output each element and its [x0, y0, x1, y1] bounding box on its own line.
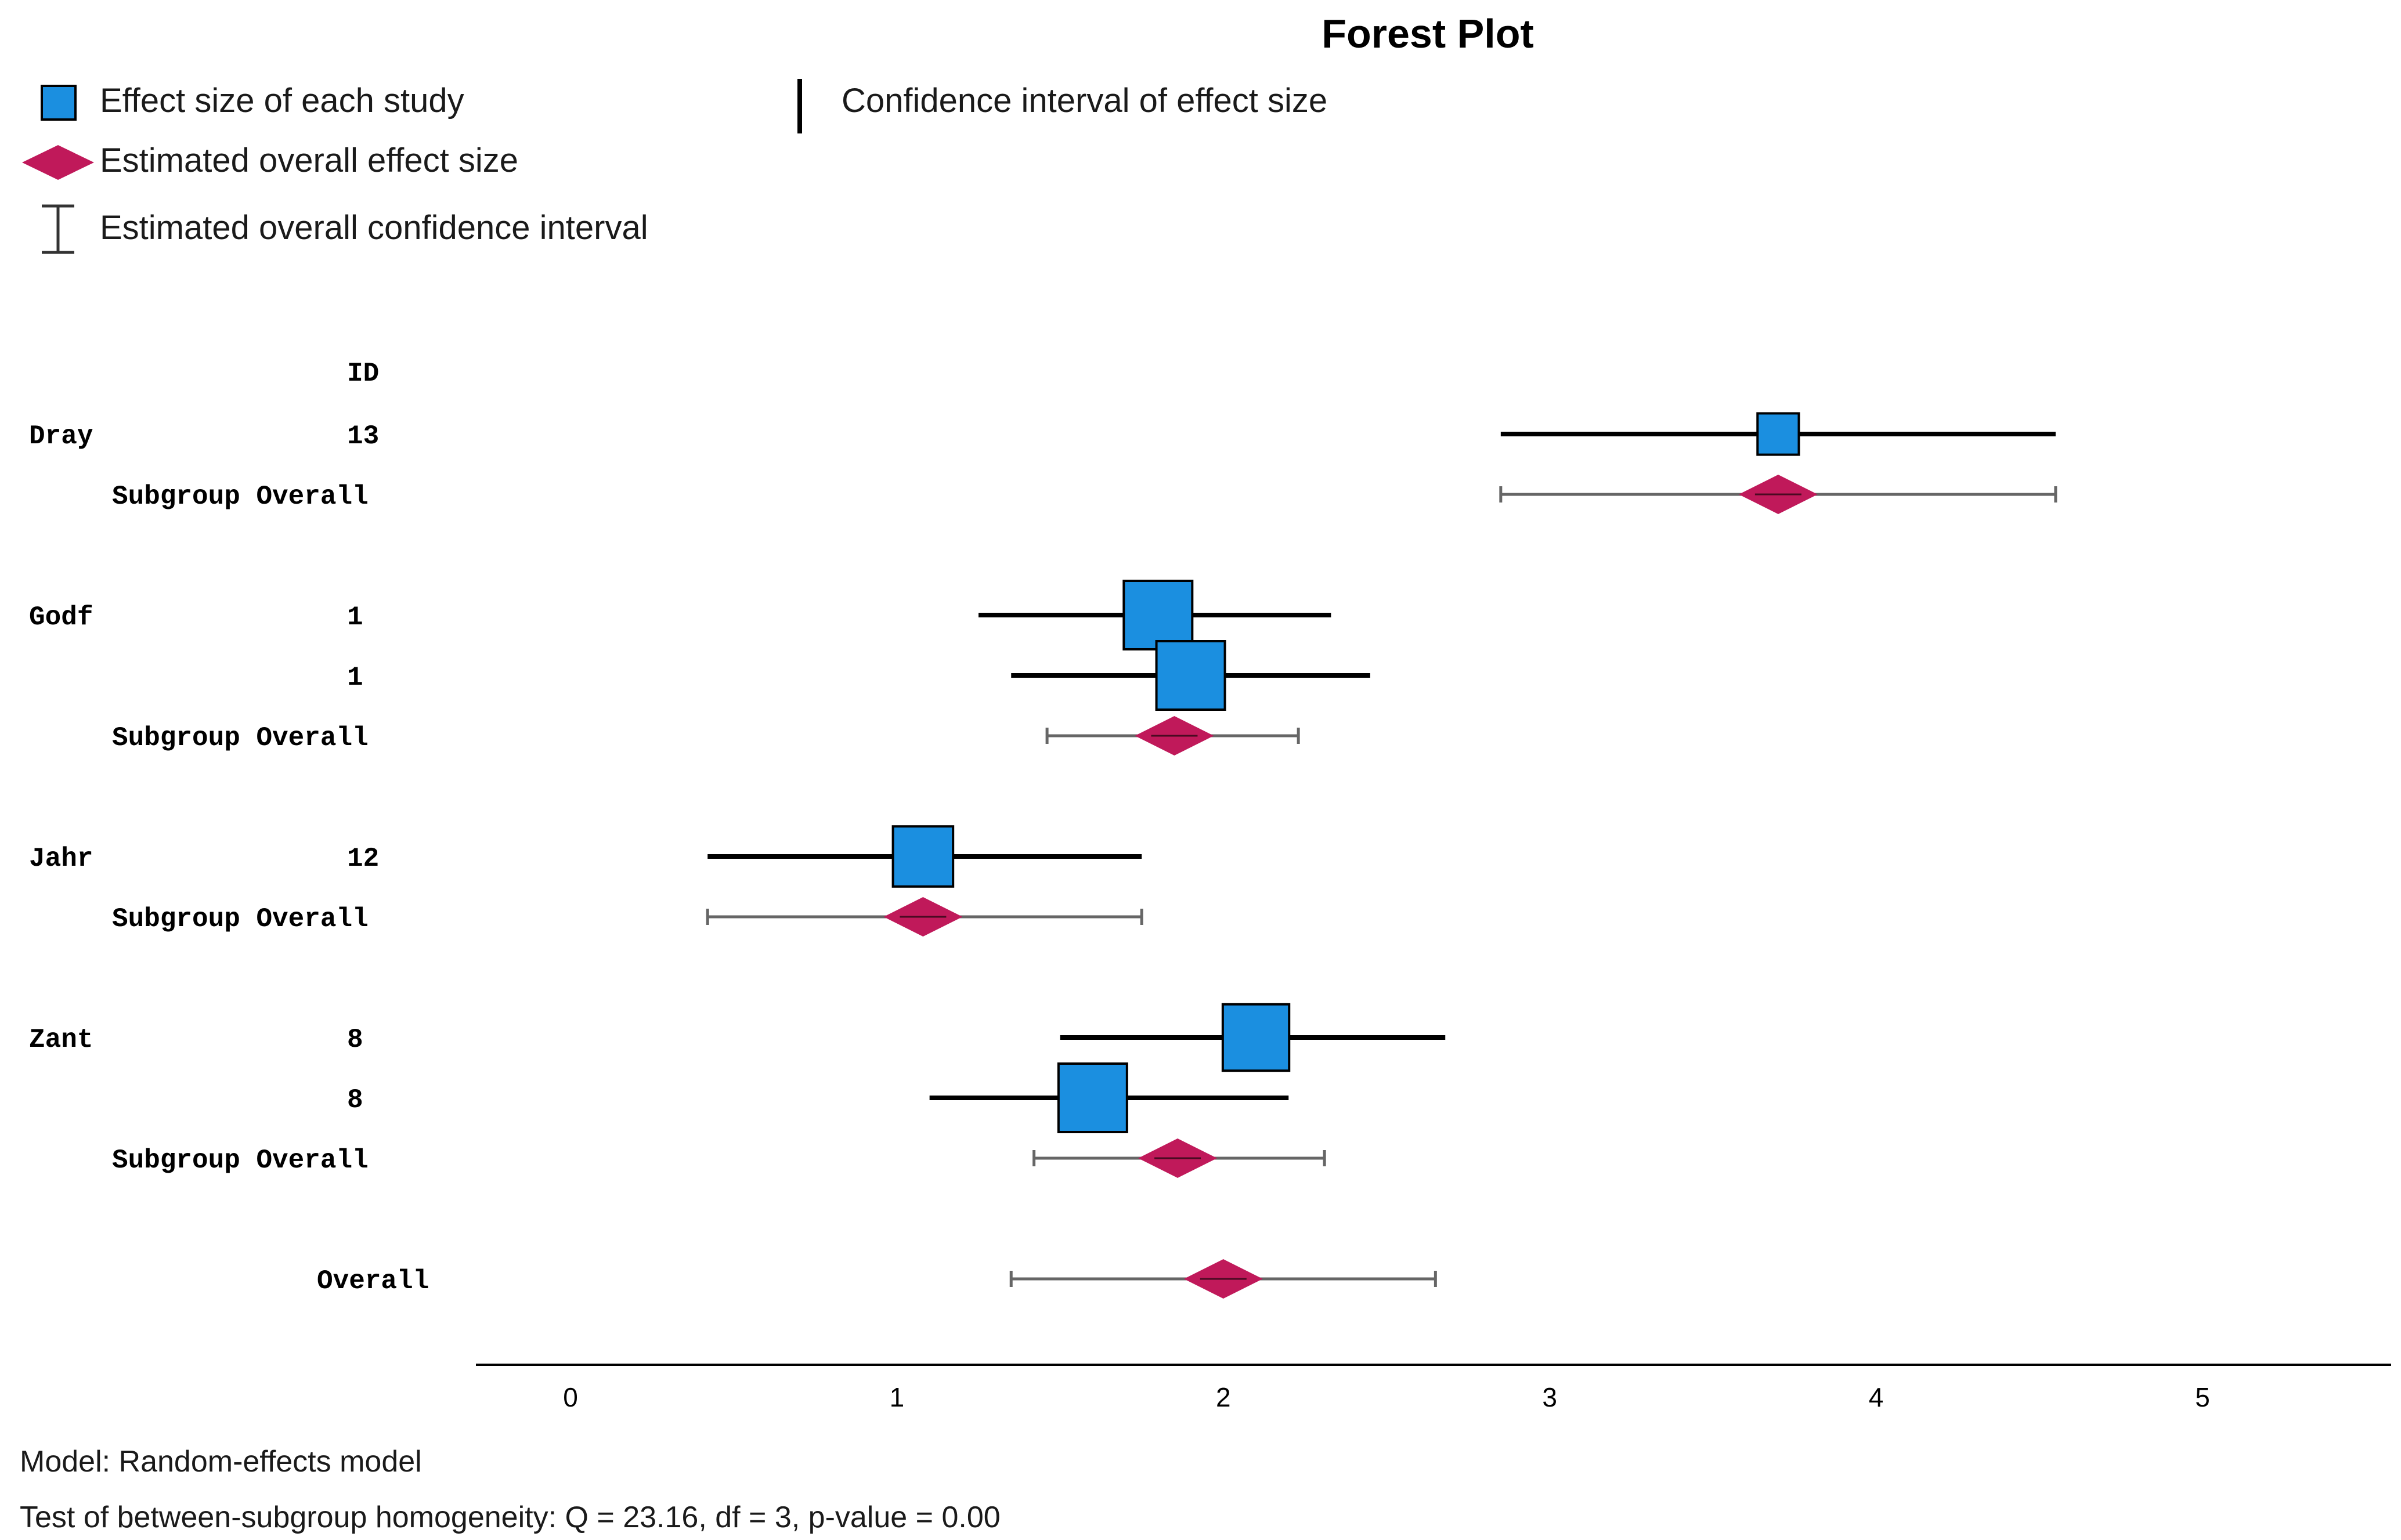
study-effect-square: [891, 825, 955, 888]
legend-overall: Estimated overall effect size: [100, 142, 518, 179]
homogeneity-footnote: Test of between-subgroup homogeneity: Q …: [20, 1501, 1001, 1534]
legend: Effect size of each study Estimated over…: [22, 79, 1327, 254]
x-tick-label: 0: [563, 1382, 578, 1412]
study-row: Dray 13: [29, 412, 2056, 456]
subgroup-row: Subgroup Overall: [112, 1138, 1326, 1178]
study-id: 1: [347, 602, 363, 632]
x-tick-label: 3: [1542, 1382, 1557, 1412]
study-effect-square: [1155, 640, 1226, 711]
x-tick-label: 5: [2195, 1382, 2210, 1412]
study-row: Godf 1: [29, 580, 1331, 650]
study-row: 8: [347, 1062, 1289, 1133]
study-id: 12: [347, 844, 379, 874]
legend-ci: Confidence interval of effect size: [842, 82, 1327, 120]
study-id: 8: [347, 1025, 363, 1055]
study-id: 13: [347, 421, 379, 451]
overall-row: Overall: [317, 1259, 1437, 1299]
overall-legend-diamond-icon: [22, 145, 94, 180]
overall-ci-legend-icon: [42, 204, 74, 254]
model-footnote: Model: Random-effects model: [20, 1445, 422, 1478]
x-tick-label: 1: [890, 1382, 905, 1412]
legend-overall-ci: Estimated overall confidence interval: [100, 209, 648, 247]
subgroup-label: Subgroup Overall: [112, 1145, 369, 1176]
overall-label: Overall: [317, 1266, 429, 1296]
subgroup-row: Subgroup Overall: [112, 475, 2057, 514]
x-tick-label: 4: [1869, 1382, 1884, 1412]
x-tick-label: 2: [1216, 1382, 1231, 1412]
study-id: 8: [347, 1085, 363, 1115]
study-effect-square: [1057, 1062, 1128, 1133]
subgroup-label: Subgroup Overall: [112, 723, 369, 753]
group-label: Jahr: [29, 844, 93, 874]
id-column-header: ID: [347, 359, 379, 389]
study-row: Jahr 12: [29, 825, 1142, 888]
subgroup-label: Subgroup Overall: [112, 904, 369, 934]
study-row: 1: [347, 640, 1370, 711]
chart-title: Forest Plot: [1322, 11, 1534, 56]
subgroup-row: Subgroup Overall: [112, 716, 1300, 755]
subgroup-label: Subgroup Overall: [112, 482, 369, 512]
group-label: Godf: [29, 602, 93, 632]
group-label: Zant: [29, 1025, 93, 1055]
study-effect-square: [1756, 412, 1800, 456]
legend-study: Effect size of each study: [100, 82, 464, 120]
subgroup-row: Subgroup Overall: [112, 897, 1143, 937]
group-label: Dray: [29, 421, 93, 451]
study-legend-square-icon: [41, 85, 77, 121]
study-effect-square: [1221, 1003, 1291, 1072]
x-axis-ticks: 0 1 2 3 4 5: [563, 1382, 2210, 1412]
study-id: 1: [347, 663, 363, 693]
forest-rows: Dray 13 Subgroup Overall Godf 1 1 Subgroup Ove…: [29, 412, 2057, 1299]
study-effect-square: [1122, 580, 1194, 650]
study-row: Zant 8: [29, 1003, 1446, 1072]
